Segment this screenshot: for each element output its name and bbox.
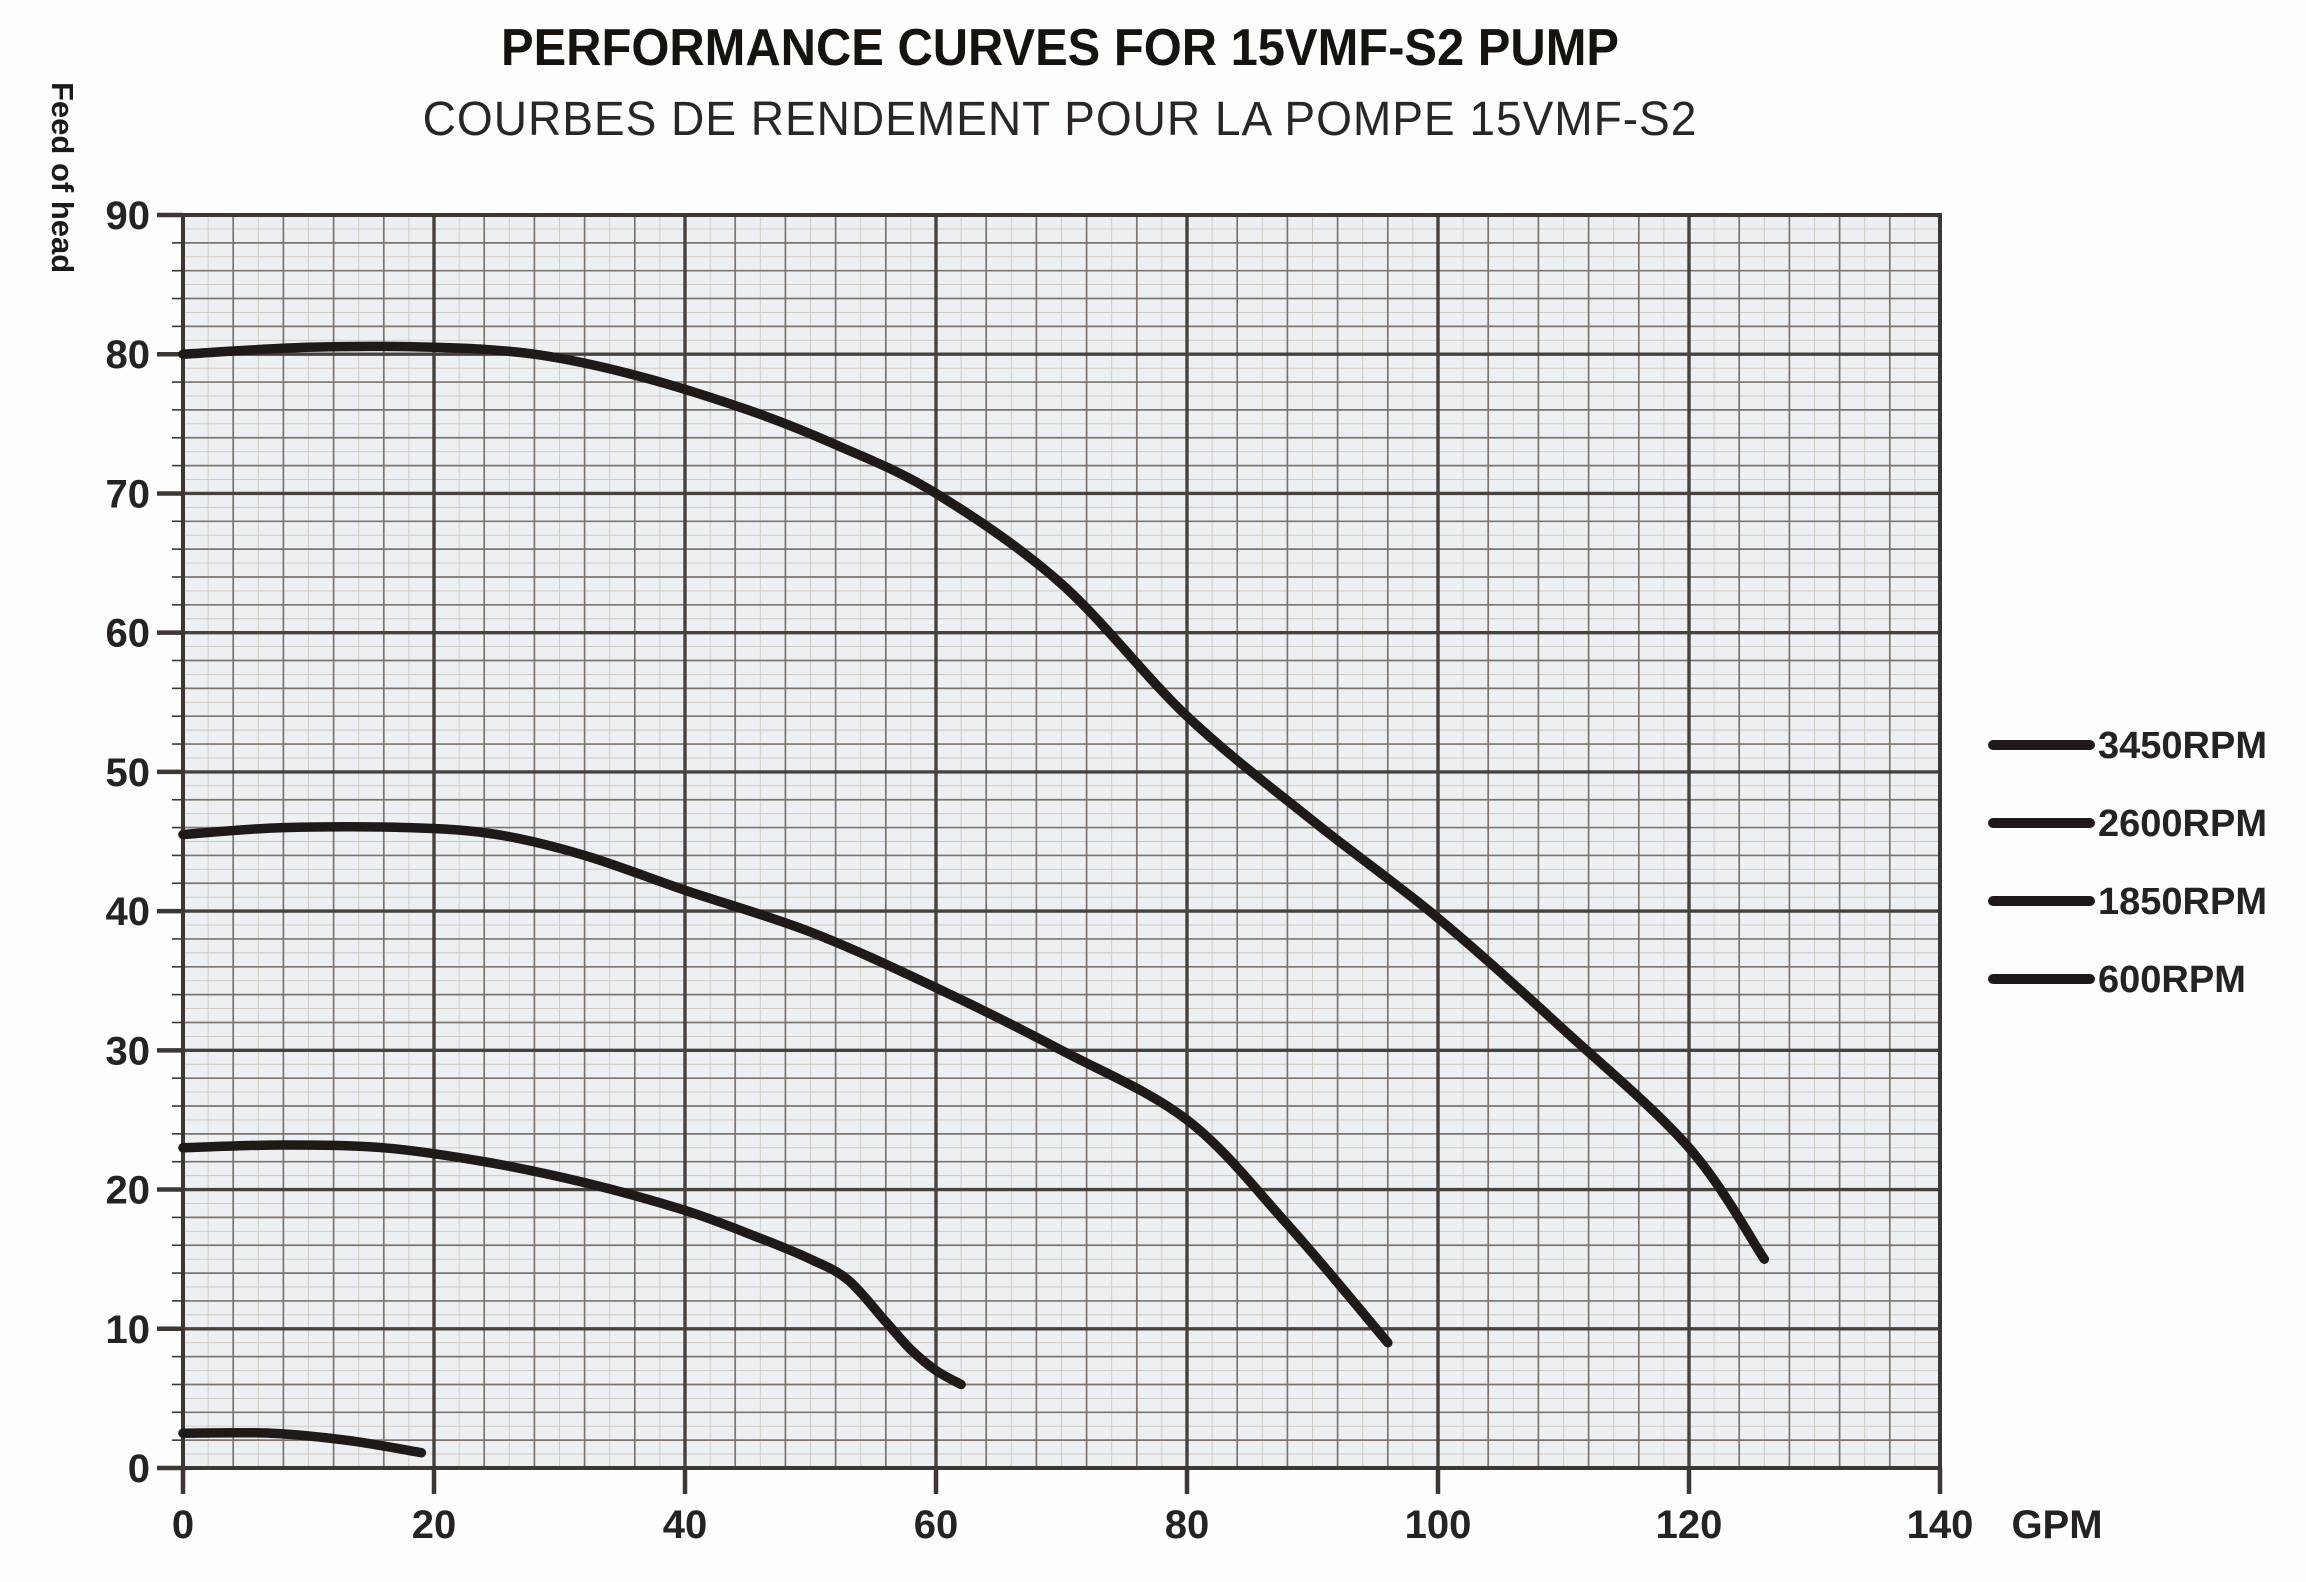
y-axis-title: Feed of head (45, 82, 80, 273)
y-tick-label: 40 (106, 890, 151, 934)
x-tick-label: 60 (914, 1503, 959, 1547)
x-tick-label: 140 (1907, 1503, 1974, 1547)
legend: 3450RPM 2600RPM 1850RPM 600RPM (1988, 725, 2267, 1001)
y-tick-label: 90 (106, 194, 151, 238)
grid-minor (183, 215, 1940, 1468)
x-tick-label: 40 (663, 1503, 708, 1547)
legend-label-600rpm: 600RPM (2098, 959, 2246, 1001)
y-tick-label: 80 (106, 333, 151, 377)
legend-label-2600rpm: 2600RPM (2098, 803, 2267, 845)
y-tick-label: 50 (106, 751, 151, 795)
y-tick-label: 30 (106, 1029, 151, 1073)
y-tick-label: 10 (106, 1308, 151, 1352)
x-tick-label: 100 (1405, 1503, 1472, 1547)
legend-label-1850rpm: 1850RPM (2098, 881, 2267, 923)
y-tick-label: 0 (128, 1447, 150, 1491)
curve-1850rpm (178, 1140, 966, 1390)
curve-3450rpm (178, 341, 1770, 1264)
y-tick-label: 70 (106, 472, 151, 516)
x-tick-label: 80 (1165, 1503, 1210, 1547)
x-tick-label: 0 (172, 1503, 194, 1547)
y-tick-label: 60 (106, 612, 151, 656)
x-tick-label: 120 (1656, 1503, 1723, 1547)
curve-600rpm (178, 1427, 427, 1458)
y-tick-label: 20 (106, 1169, 151, 1213)
legend-label-3450rpm: 3450RPM (2098, 725, 2267, 767)
grid-faint (183, 215, 1940, 1468)
axis-ticks (157, 212, 1943, 1494)
curve-2600rpm (178, 821, 1393, 1348)
x-tick-label: 20 (412, 1503, 457, 1547)
plot-border (181, 213, 1942, 1470)
x-axis-unit-label: GPM (2011, 1503, 2102, 1547)
